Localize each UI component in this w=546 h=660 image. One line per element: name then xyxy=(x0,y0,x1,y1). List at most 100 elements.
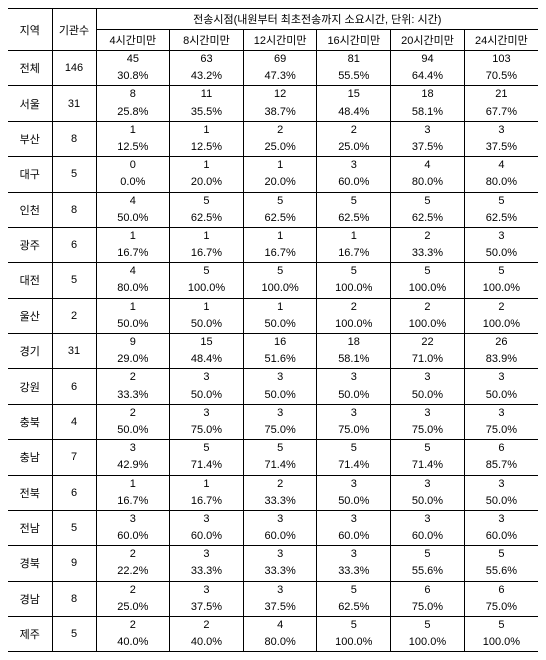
percent-cell: 100.0% xyxy=(317,316,391,334)
count-cell: 146 xyxy=(52,51,96,86)
value-cell: 6 xyxy=(464,440,538,458)
percent-cell: 60.0% xyxy=(170,528,244,546)
value-cell: 1 xyxy=(96,475,170,493)
percent-cell: 38.7% xyxy=(243,104,317,122)
value-cell: 3 xyxy=(391,404,465,422)
count-cell: 6 xyxy=(52,369,96,404)
hdr-count: 기관수 xyxy=(52,9,96,51)
percent-cell: 30.8% xyxy=(96,68,170,86)
region-cell: 전남 xyxy=(8,510,52,545)
value-cell: 1 xyxy=(96,298,170,316)
percent-cell: 33.3% xyxy=(96,387,170,405)
value-cell: 15 xyxy=(170,334,244,352)
value-cell: 1 xyxy=(317,227,391,245)
percent-cell: 51.6% xyxy=(243,351,317,369)
percent-cell: 60.0% xyxy=(317,174,391,192)
percent-cell: 58.1% xyxy=(391,104,465,122)
value-cell: 2 xyxy=(170,617,244,635)
percent-cell: 25.0% xyxy=(317,139,391,157)
percent-cell: 60.0% xyxy=(391,528,465,546)
value-cell: 1 xyxy=(243,298,317,316)
value-cell: 21 xyxy=(464,86,538,104)
value-cell: 4 xyxy=(96,263,170,281)
value-cell: 1 xyxy=(170,475,244,493)
value-cell: 3 xyxy=(464,227,538,245)
percent-cell: 37.5% xyxy=(170,599,244,617)
region-cell: 충북 xyxy=(8,404,52,439)
count-cell: 8 xyxy=(52,192,96,227)
hdr-region: 지역 xyxy=(8,9,52,51)
percent-cell: 25.0% xyxy=(96,599,170,617)
value-cell: 5 xyxy=(464,546,538,564)
value-cell: 3 xyxy=(96,510,170,528)
percent-cell: 50.0% xyxy=(317,493,391,511)
percent-cell: 60.0% xyxy=(464,528,538,546)
percent-cell: 50.0% xyxy=(391,493,465,511)
data-table: 지역 기관수 전송시점(내원부터 최초전송까지 소요시간, 단위: 시간) 4시… xyxy=(8,8,538,652)
percent-cell: 16.7% xyxy=(96,493,170,511)
percent-cell: 60.0% xyxy=(243,528,317,546)
percent-cell: 50.0% xyxy=(243,316,317,334)
percent-cell: 25.8% xyxy=(96,104,170,122)
value-cell: 5 xyxy=(317,617,391,635)
percent-cell: 16.7% xyxy=(243,245,317,263)
percent-cell: 33.3% xyxy=(391,245,465,263)
percent-cell: 50.0% xyxy=(243,387,317,405)
percent-cell: 42.9% xyxy=(96,457,170,475)
count-cell: 2 xyxy=(52,298,96,333)
percent-cell: 40.0% xyxy=(96,634,170,652)
region-cell: 제주 xyxy=(8,617,52,652)
percent-cell: 62.5% xyxy=(317,210,391,228)
percent-cell: 33.3% xyxy=(243,493,317,511)
percent-cell: 55.6% xyxy=(391,563,465,581)
count-cell: 6 xyxy=(52,475,96,510)
value-cell: 5 xyxy=(391,617,465,635)
value-cell: 2 xyxy=(391,227,465,245)
value-cell: 1 xyxy=(96,121,170,139)
percent-cell: 62.5% xyxy=(317,599,391,617)
percent-cell: 83.9% xyxy=(464,351,538,369)
percent-cell: 67.7% xyxy=(464,104,538,122)
value-cell: 3 xyxy=(170,510,244,528)
percent-cell: 35.5% xyxy=(170,104,244,122)
value-cell: 1 xyxy=(243,227,317,245)
region-cell: 경남 xyxy=(8,581,52,616)
value-cell: 22 xyxy=(391,334,465,352)
value-cell: 1 xyxy=(170,227,244,245)
value-cell: 3 xyxy=(391,369,465,387)
percent-cell: 50.0% xyxy=(96,210,170,228)
value-cell: 1 xyxy=(170,121,244,139)
value-cell: 3 xyxy=(243,510,317,528)
hdr-col-5: 24시간미만 xyxy=(464,30,538,51)
value-cell: 3 xyxy=(464,475,538,493)
value-cell: 3 xyxy=(243,404,317,422)
table-header: 지역 기관수 전송시점(내원부터 최초전송까지 소요시간, 단위: 시간) 4시… xyxy=(8,9,538,51)
percent-cell: 62.5% xyxy=(243,210,317,228)
value-cell: 2 xyxy=(96,546,170,564)
value-cell: 5 xyxy=(317,581,391,599)
percent-cell: 62.5% xyxy=(170,210,244,228)
percent-cell: 50.0% xyxy=(464,493,538,511)
hdr-col-3: 16시간미만 xyxy=(317,30,391,51)
value-cell: 2 xyxy=(317,121,391,139)
percent-cell: 50.0% xyxy=(170,387,244,405)
percent-cell: 75.0% xyxy=(170,422,244,440)
value-cell: 5 xyxy=(170,263,244,281)
value-cell: 8 xyxy=(96,86,170,104)
table-body: 전체146456369819410330.8%43.2%47.3%55.5%64… xyxy=(8,51,538,652)
percent-cell: 33.3% xyxy=(243,563,317,581)
region-cell: 대전 xyxy=(8,263,52,298)
value-cell: 5 xyxy=(464,192,538,210)
value-cell: 6 xyxy=(464,581,538,599)
percent-cell: 75.0% xyxy=(317,422,391,440)
count-cell: 31 xyxy=(52,86,96,121)
value-cell: 3 xyxy=(391,475,465,493)
percent-cell: 50.0% xyxy=(170,316,244,334)
percent-cell: 48.4% xyxy=(317,104,391,122)
percent-cell: 60.0% xyxy=(96,528,170,546)
value-cell: 6 xyxy=(391,581,465,599)
percent-cell: 50.0% xyxy=(96,422,170,440)
region-cell: 경북 xyxy=(8,546,52,581)
percent-cell: 100.0% xyxy=(391,316,465,334)
value-cell: 3 xyxy=(243,369,317,387)
